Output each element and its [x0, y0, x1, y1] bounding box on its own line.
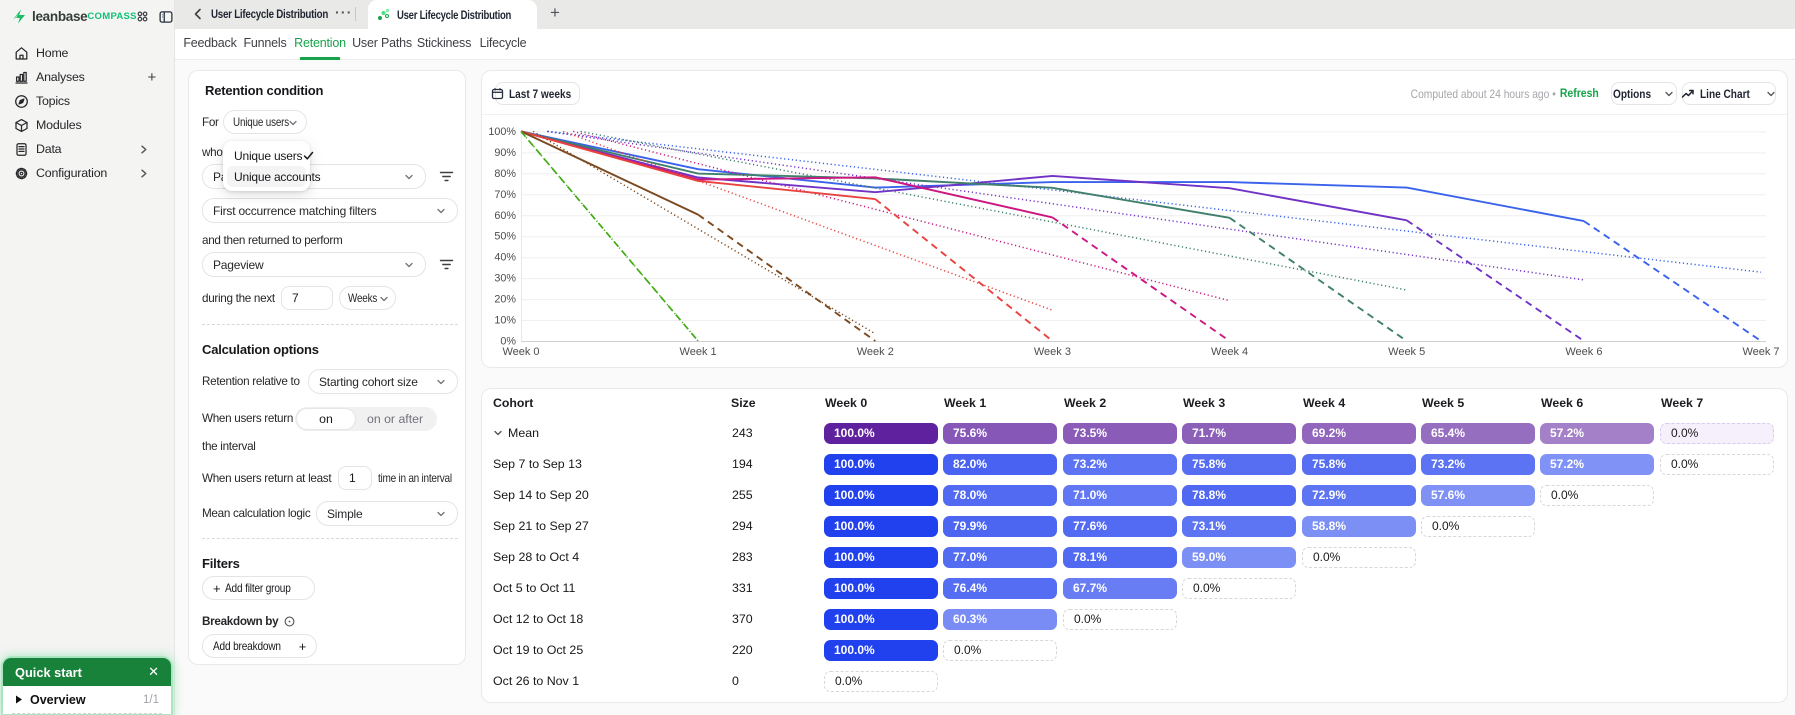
svg-text:Week 4: Week 4	[1211, 346, 1248, 358]
svg-text:40%: 40%	[494, 252, 516, 264]
svg-text:Week 0: Week 0	[502, 346, 539, 358]
svg-text:Week 6: Week 6	[1565, 346, 1602, 358]
svg-text:Week 7: Week 7	[1742, 346, 1779, 358]
svg-text:10%: 10%	[494, 315, 516, 327]
svg-text:Week 1: Week 1	[680, 346, 717, 358]
svg-text:Week 2: Week 2	[857, 346, 894, 358]
svg-text:Week 5: Week 5	[1388, 346, 1425, 358]
svg-text:90%: 90%	[494, 147, 516, 159]
svg-text:80%: 80%	[494, 168, 516, 180]
svg-text:100%: 100%	[488, 126, 516, 138]
svg-text:70%: 70%	[494, 189, 516, 201]
svg-text:30%: 30%	[494, 273, 516, 285]
svg-text:20%: 20%	[494, 294, 516, 306]
svg-text:Week 3: Week 3	[1034, 346, 1071, 358]
svg-text:0%: 0%	[500, 336, 516, 348]
svg-text:50%: 50%	[494, 231, 516, 243]
svg-text:60%: 60%	[494, 210, 516, 222]
